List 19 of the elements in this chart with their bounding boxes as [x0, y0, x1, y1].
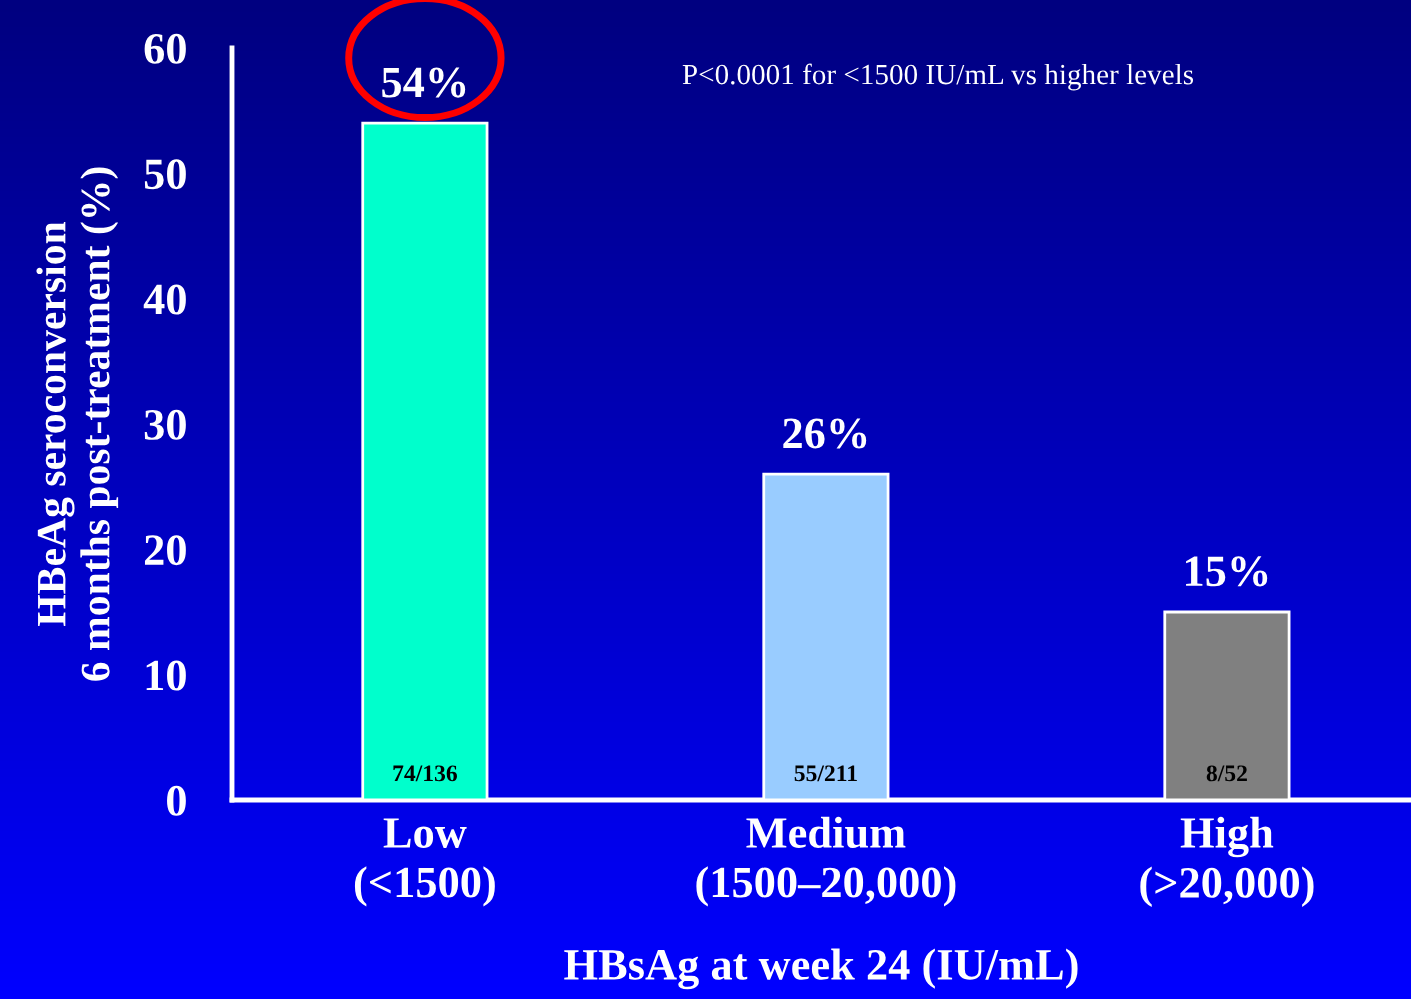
annotation: 74/136: [393, 765, 457, 782]
annotation: P<0.0001 for <1500 IU/mL vs higher levels: [682, 63, 1194, 91]
y-tick-label: 10: [146, 660, 186, 691]
annotation: 8/52: [1206, 765, 1247, 782]
y-tick-label: 50: [144, 159, 186, 190]
y-tick-label: 30: [144, 409, 186, 440]
y-axis-title: HBeAg seroconversion 6 months post-treatment (%): [36, 167, 119, 681]
data-label: 26%: [783, 418, 867, 449]
annotation: 55/211: [794, 765, 857, 782]
x-axis-title: HBsAg at week 24 (IU/mL): [564, 948, 1078, 990]
x-tick-label: Low (<1500): [354, 818, 495, 907]
y-tick-label: 0: [167, 785, 186, 816]
x-tick-label: Medium (1500–20,000): [696, 816, 956, 907]
data-label: 15%: [1186, 556, 1268, 587]
data-label: 54%: [382, 67, 466, 98]
y-tick-label: 40: [143, 284, 186, 315]
y-tick-label: 20: [144, 535, 186, 566]
y-tick-label: 60: [144, 33, 186, 64]
x-tick-label: High (>20,000): [1140, 816, 1314, 907]
